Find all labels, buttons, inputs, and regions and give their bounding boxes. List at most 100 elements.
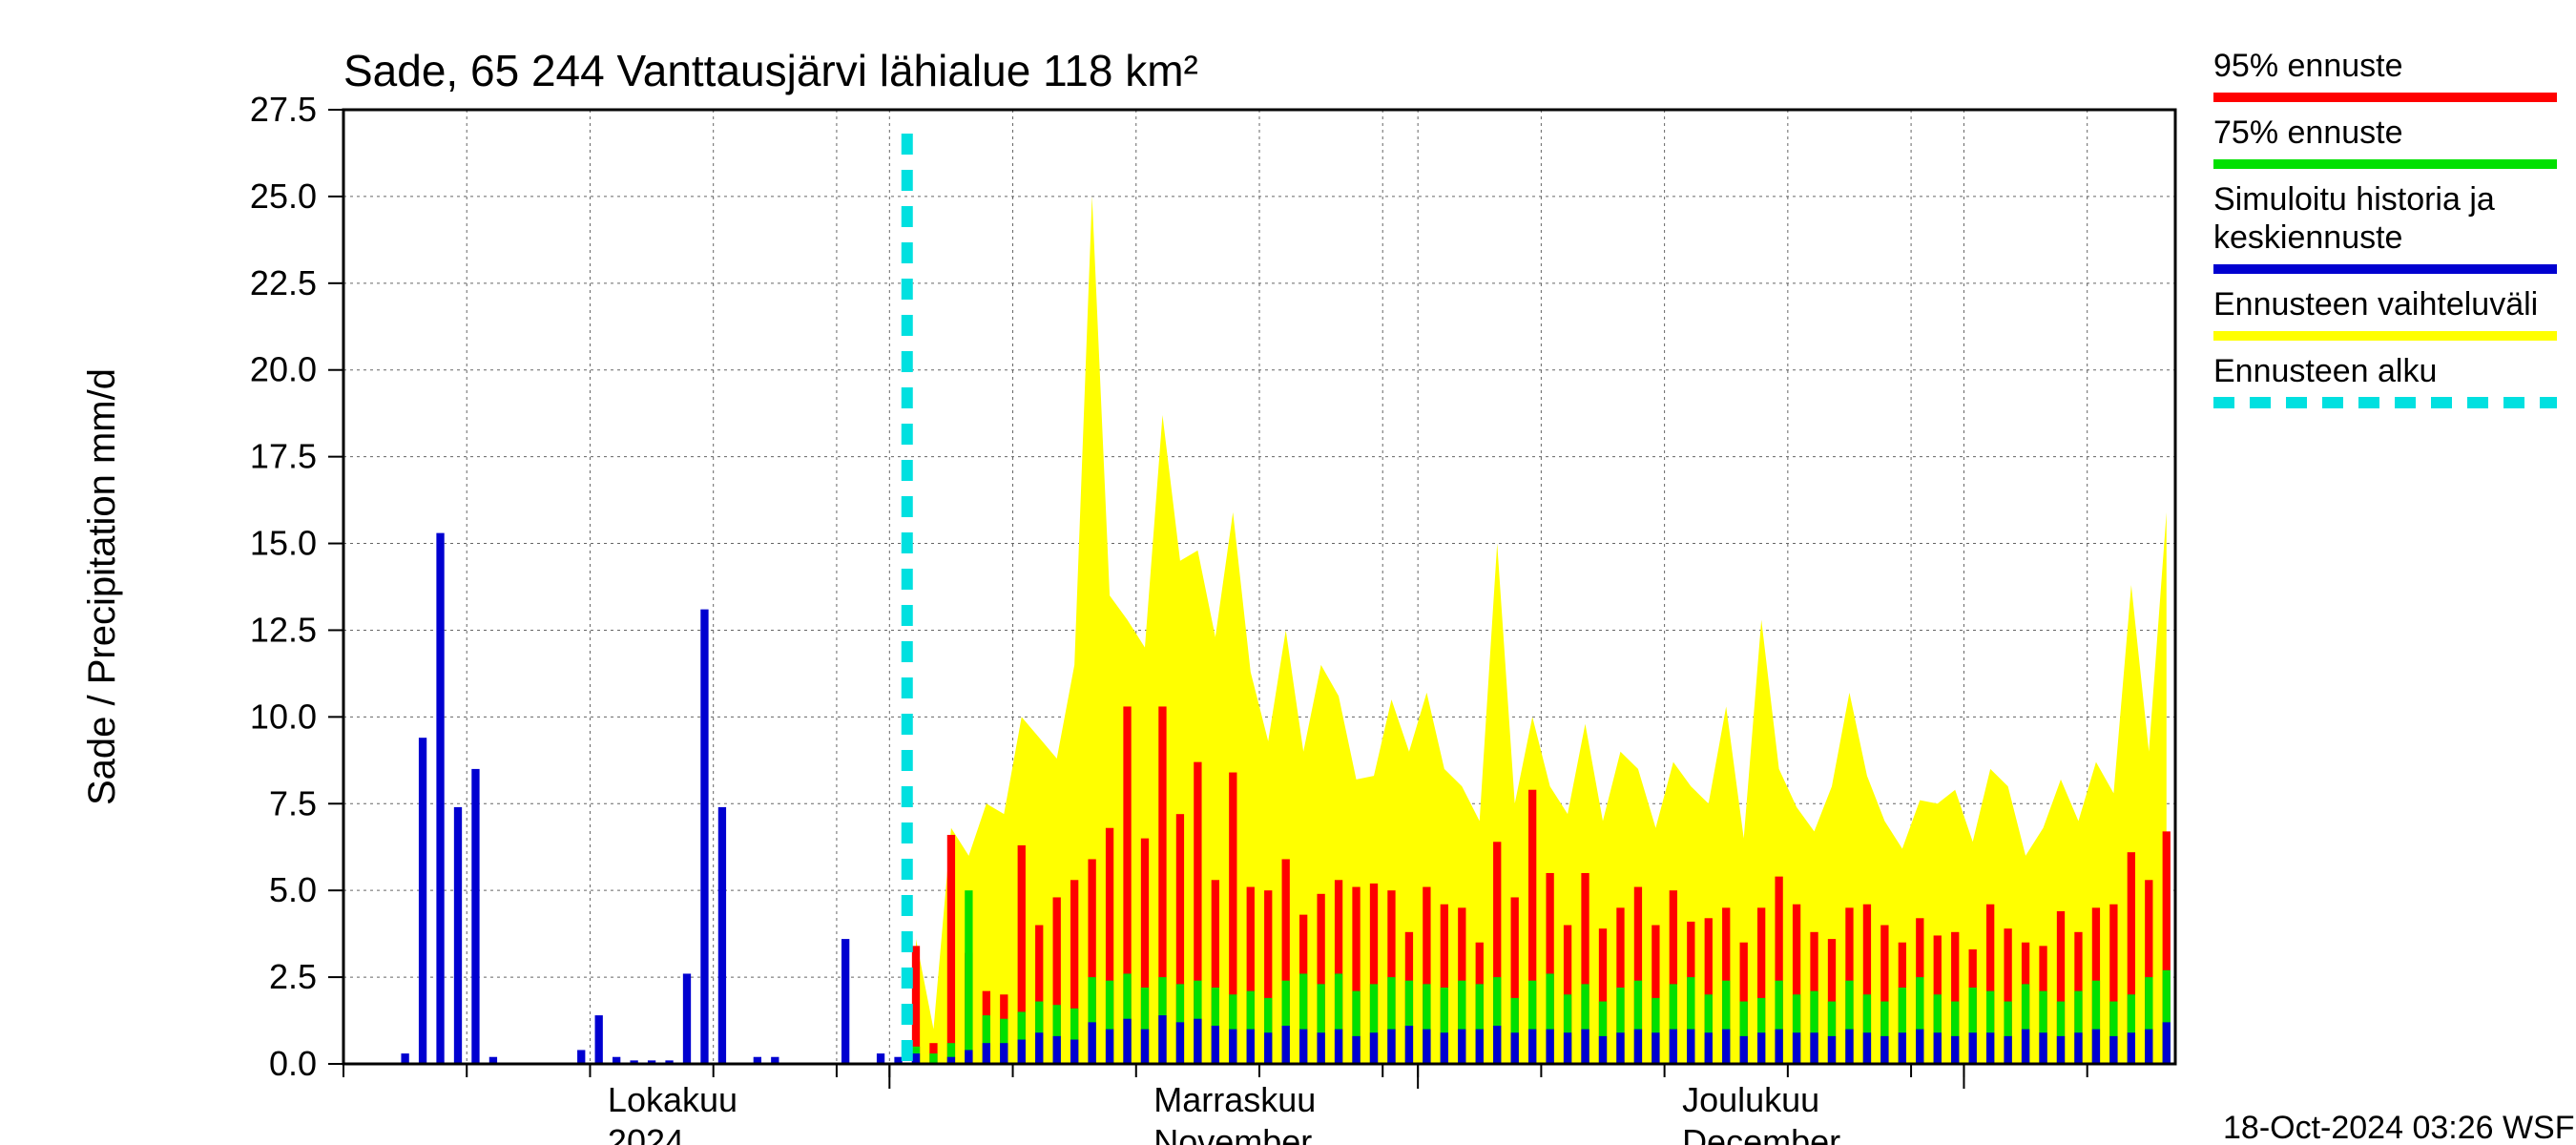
median-bar [1088,1022,1095,1064]
median-bar [1546,1030,1553,1064]
history-bar [401,1053,408,1064]
median-bar [2145,1030,2152,1064]
median-bar [983,1043,990,1064]
median-bar [1441,1032,1448,1064]
x-month-label-fi: Lokakuu [608,1080,737,1119]
median-bar [1916,1030,1923,1064]
median-bar [1053,1036,1061,1064]
x-month-label-en: November [1153,1122,1312,1145]
history-bar [436,533,444,1064]
legend-label: Ennusteen alku [2213,353,2437,389]
median-bar [1740,1036,1748,1064]
history-bar [718,807,726,1064]
y-tick-label: 5.0 [269,870,317,909]
median-bar [2092,1030,2100,1064]
x-month-label-fi: Marraskuu [1153,1080,1316,1119]
median-bar [1212,1026,1219,1064]
median-bar [1141,1030,1149,1064]
median-bar [1969,1032,1977,1064]
legend-label: Simuloitu historia ja [2213,181,2495,218]
median-bar [1387,1030,1395,1064]
y-tick-label: 2.5 [269,957,317,996]
median-bar [1247,1030,1255,1064]
median-bar [1986,1032,1994,1064]
median-bar [1616,1032,1624,1064]
median-bar [2109,1036,2117,1064]
footer-timestamp: 18-Oct-2024 03:26 WSFS-O [2223,1110,2576,1145]
median-bar [1705,1032,1713,1064]
p75-bar [929,1053,937,1064]
median-bar [1810,1032,1818,1064]
median-bar [2039,1032,2046,1064]
x-month-label-fi: Joulukuu [1682,1080,1819,1119]
median-bar [1106,1030,1113,1064]
median-bar [2128,1032,2135,1064]
median-bar [912,1053,920,1064]
median-bar [1282,1026,1290,1064]
median-bar [1528,1030,1536,1064]
chart-title: Sade, 65 244 Vanttausjärvi lähialue 118 … [343,46,1198,95]
median-bar [2004,1036,2011,1064]
y-tick-label: 10.0 [250,697,317,736]
median-bar [1687,1030,1694,1064]
history-bar [419,738,426,1064]
median-bar [2057,1036,2065,1064]
median-bar [1405,1026,1413,1064]
median-bar [1194,1019,1201,1064]
median-bar [965,1050,972,1064]
median-bar [1951,1036,1959,1064]
y-tick-label: 22.5 [250,263,317,302]
median-bar [1634,1030,1642,1064]
median-bar [1123,1019,1131,1064]
median-bar [1299,1030,1307,1064]
median-bar [1370,1032,1378,1064]
median-bar [1035,1032,1043,1064]
median-bar [1352,1036,1360,1064]
median-bar [1158,1015,1166,1064]
median-bar [1880,1036,1888,1064]
median-bar [1317,1032,1324,1064]
history-bar [471,769,479,1064]
legend: 95% ennuste75% ennusteSimuloitu historia… [2213,48,2557,403]
median-bar [1599,1036,1607,1064]
y-axis-title: Sade / Precipitation mm/d [81,368,123,805]
median-bar [1775,1030,1782,1064]
p95-bar [912,946,920,1064]
y-tick-label: 15.0 [250,524,317,563]
median-bar [2022,1030,2029,1064]
median-bar [1423,1030,1430,1064]
history-bar [683,973,691,1064]
median-bar [1458,1030,1465,1064]
legend-label: 95% ennuste [2213,48,2403,84]
legend-label: keskiennuste [2213,219,2402,256]
median-bar [1229,1030,1236,1064]
history-bar [577,1050,585,1064]
median-bar [1476,1030,1484,1064]
median-bar [1899,1032,1906,1064]
median-bar [1070,1040,1078,1064]
y-tick-label: 17.5 [250,437,317,476]
history-bar [841,939,849,1064]
median-bar [1018,1040,1026,1064]
y-tick-label: 7.5 [269,783,317,822]
median-bar [1581,1030,1589,1064]
history-bar [595,1015,603,1064]
y-tick-label: 12.5 [250,610,317,649]
median-bar [1652,1032,1659,1064]
median-bar [1722,1030,1730,1064]
p95-bar [947,835,955,1064]
p75-bar [965,890,972,1064]
median-bar [1564,1032,1571,1064]
median-bar [1335,1030,1342,1064]
history-bar [700,610,708,1064]
y-tick-label: 25.0 [250,177,317,216]
history-bar [454,807,462,1064]
median-bar [1757,1032,1765,1064]
precipitation-forecast-chart: 0.02.55.07.510.012.515.017.520.022.525.0… [0,0,2576,1145]
median-bar [1511,1032,1519,1064]
median-bar [1845,1030,1853,1064]
x-month-label-en: December [1682,1122,1840,1145]
median-bar [1493,1026,1501,1064]
y-tick-label: 27.5 [250,90,317,129]
median-bar [1934,1032,1942,1064]
